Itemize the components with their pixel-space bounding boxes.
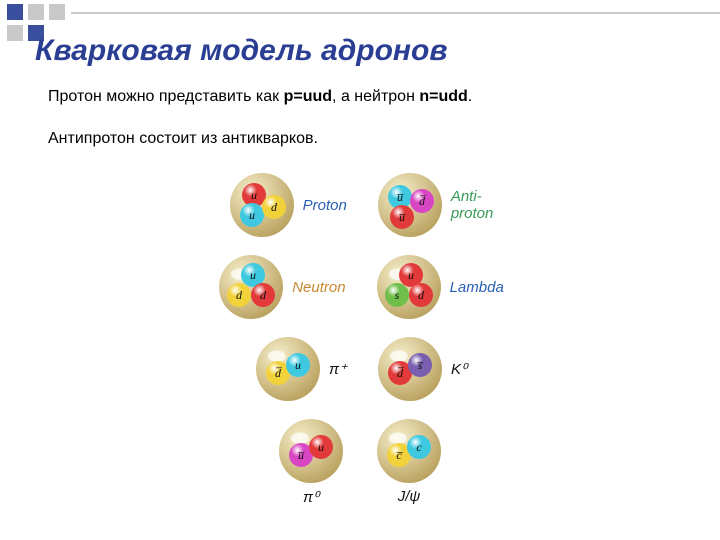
particle-label-proton: Proton	[303, 197, 347, 214]
particle-label-j-psi: J/ψ	[398, 488, 421, 505]
svg-text:d: d	[236, 288, 243, 302]
svg-text:d: d	[271, 200, 278, 214]
particle-pi-plus: d̅u π⁺	[253, 334, 347, 404]
hadron-pi-zero-icon: u̅ u	[276, 416, 346, 486]
hadron-k-zero-icon: d̅s̅	[375, 334, 445, 404]
particle-label-neutron: Neutron	[292, 279, 345, 296]
svg-text:u: u	[249, 208, 255, 222]
hadron-lambda-icon: us d	[374, 252, 444, 322]
particle-proton: uudProton	[227, 170, 347, 240]
particle-label-pi-plus: π⁺	[329, 360, 347, 378]
particle-k-zero: d̅s̅ K⁰	[375, 334, 467, 404]
particle-neutron: ud d Neutron	[216, 252, 345, 322]
hadron-pi-plus-icon: d̅u	[253, 334, 323, 404]
svg-text:u: u	[250, 268, 256, 282]
particle-label-antiproton: Anti-proton	[451, 188, 494, 222]
body-text-line-1: Протон можно представить как p=uud, а не…	[48, 88, 472, 106]
particle-j-psi: c̅c J/ψ	[374, 416, 444, 506]
svg-text:u: u	[318, 440, 324, 454]
page-title: Кварковая модель адронов	[35, 34, 448, 68]
svg-text:s: s	[394, 288, 399, 302]
svg-text:c: c	[416, 440, 422, 454]
particle-label-pi-zero: π⁰	[303, 488, 319, 506]
particle-label-k-zero: K⁰	[451, 360, 467, 378]
particle-lambda: us d Lambda	[374, 252, 504, 322]
particle-label-lambda: Lambda	[450, 279, 504, 296]
particle-pi-zero: u̅ u π⁰	[276, 416, 346, 506]
body-text-line-2: Антипротон состоит из антикварков.	[48, 130, 318, 148]
hadron-diagram: uudProtonu̅u̅d̅Anti-protonuddNeutronusdL…	[180, 170, 540, 518]
hadron-j-psi-icon: c̅c	[374, 416, 444, 486]
hadron-proton-icon: uud	[227, 170, 297, 240]
svg-text:u: u	[408, 268, 414, 282]
hadron-antiproton-icon: u̅u̅d̅	[375, 170, 445, 240]
svg-text:u: u	[251, 188, 257, 202]
svg-text:u̅: u̅	[298, 448, 305, 462]
particle-antiproton: u̅u̅d̅Anti-proton	[375, 170, 494, 240]
svg-text:d: d	[418, 288, 425, 302]
hadron-neutron-icon: ud d	[216, 252, 286, 322]
svg-text:d: d	[260, 288, 267, 302]
svg-text:u̅: u̅	[397, 190, 404, 204]
svg-text:u̅: u̅	[399, 210, 406, 224]
svg-text:u: u	[295, 358, 301, 372]
